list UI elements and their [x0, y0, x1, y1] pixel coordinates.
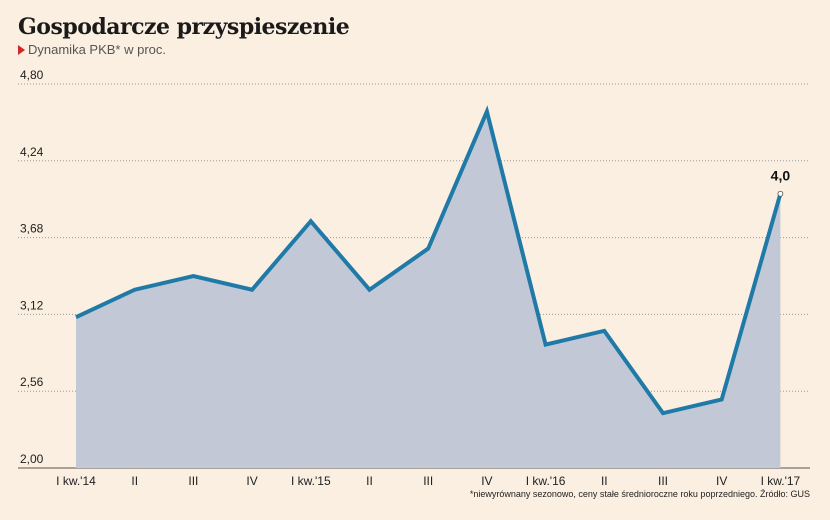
y-tick-label: 3,12 — [20, 298, 44, 312]
x-tick-label: III — [188, 474, 198, 488]
red-triangle-icon — [18, 44, 25, 55]
x-tick-label: IV — [481, 474, 492, 488]
y-tick-label: 3,68 — [20, 222, 44, 236]
x-tick-label: IV — [246, 474, 257, 488]
y-tick-label: 4,24 — [20, 145, 44, 159]
y-tick-label: 2,56 — [20, 375, 44, 389]
chart-title: Gospodarcze przyspieszenie — [18, 14, 350, 40]
x-tick-label: III — [423, 474, 433, 488]
last-value-label: 4,0 — [771, 168, 791, 184]
x-tick-label: IV — [716, 474, 727, 488]
x-tick-label: I kw.'15 — [291, 474, 331, 488]
series-area — [76, 111, 781, 468]
x-tick-label: II — [131, 474, 138, 488]
x-tick-label: II — [366, 474, 373, 488]
y-tick-label: 4,80 — [20, 68, 44, 82]
y-tick-label: 2,00 — [20, 452, 44, 466]
x-tick-label: I kw.'17 — [761, 474, 801, 488]
subtitle-text: Dynamika PKB* w proc. — [28, 42, 166, 57]
chart-subtitle: Dynamika PKB* w proc. — [18, 42, 166, 57]
x-tick-label: I kw.'14 — [56, 474, 96, 488]
x-tick-label: I kw.'16 — [526, 474, 566, 488]
last-point-marker — [777, 190, 784, 197]
x-tick-label: II — [601, 474, 608, 488]
x-tick-label: III — [658, 474, 668, 488]
footnote: *niewyrównany sezonowo, ceny stałe średn… — [469, 489, 810, 499]
